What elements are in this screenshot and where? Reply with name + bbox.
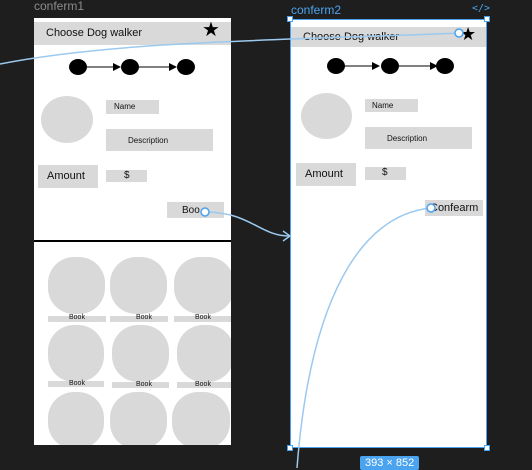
confirm-button-label: Confearm <box>430 202 479 214</box>
description-field[interactable] <box>106 129 213 151</box>
step-3 <box>436 58 454 74</box>
book-button-label: Boo <box>182 205 200 216</box>
frame1-title[interactable]: conferm1 <box>34 0 85 13</box>
amount-box <box>296 163 356 186</box>
name-field[interactable] <box>365 99 418 112</box>
book-tag-2[interactable] <box>110 316 168 322</box>
step-1 <box>69 59 87 75</box>
walker-card-4[interactable] <box>48 325 104 382</box>
amount-field[interactable] <box>365 167 406 180</box>
book-tag-4[interactable] <box>48 381 104 387</box>
confirm-button[interactable] <box>425 200 483 216</box>
step-1 <box>327 58 345 74</box>
walker-card-5[interactable] <box>112 325 169 382</box>
amount-value: $ <box>382 167 388 178</box>
walker-card-9[interactable] <box>172 392 230 445</box>
progress-steps <box>69 59 195 75</box>
step-3 <box>177 59 195 75</box>
amount-value: $ <box>124 170 130 181</box>
avatar <box>301 93 352 139</box>
book-tag-5[interactable] <box>112 382 169 388</box>
walker-card-2[interactable] <box>110 257 167 314</box>
description-label: Description <box>128 136 169 145</box>
book-tag-3[interactable] <box>174 316 231 322</box>
code-icon[interactable]: </> <box>472 3 491 14</box>
divider <box>34 240 231 242</box>
star-icon[interactable]: ★ <box>460 24 477 44</box>
book-tag-label-5: Book <box>136 381 152 388</box>
amount-field[interactable] <box>106 170 147 182</box>
walker-card-3[interactable] <box>174 257 231 314</box>
name-label: Name <box>372 101 394 110</box>
walker-card-8[interactable] <box>110 392 167 445</box>
arrowhead-frame2 <box>282 230 292 242</box>
walker-card-1[interactable] <box>48 257 105 314</box>
name-label: Name <box>114 102 136 111</box>
book-tag-label-1: Book <box>69 314 85 321</box>
walker-card-6[interactable] <box>177 325 231 382</box>
name-field[interactable] <box>106 100 159 114</box>
step-2 <box>121 59 139 75</box>
amount-label: Amount <box>305 168 343 180</box>
book-tag-label-4: Book <box>69 380 85 387</box>
amount-label: Amount <box>47 170 85 182</box>
avatar <box>41 96 93 143</box>
walker-card-7[interactable] <box>48 392 104 445</box>
resize-handle-top-left[interactable] <box>287 16 293 22</box>
description-field[interactable] <box>365 127 472 149</box>
description-label: Description <box>387 134 428 143</box>
book-tag-label-3: Book <box>195 314 211 321</box>
frame-conferm2[interactable]: Choose Dog walker ★ Name Description Amo… <box>291 20 486 447</box>
book-tag-1[interactable] <box>48 316 106 322</box>
book-tag-6[interactable] <box>177 382 231 388</box>
book-tag-label-6: Book <box>195 381 211 388</box>
frame-conferm1[interactable]: Choose Dog walker ★ Name Description Amo… <box>34 18 231 445</box>
book-tag-label-2: Book <box>136 314 152 321</box>
progress-steps <box>327 58 454 74</box>
resize-handle-bottom-left[interactable] <box>287 445 293 451</box>
resize-handle-top-right[interactable] <box>484 16 490 22</box>
amount-box <box>38 165 98 188</box>
resize-handle-bottom-right[interactable] <box>484 445 490 451</box>
frame2-title[interactable]: conferm2 <box>291 3 342 17</box>
step-2 <box>381 58 399 74</box>
